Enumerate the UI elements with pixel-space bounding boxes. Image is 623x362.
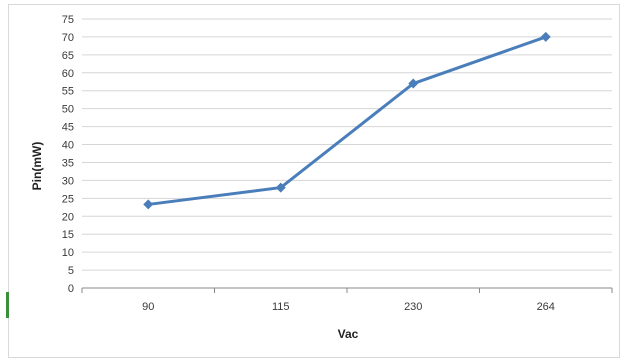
y-tick-label: 45 [62,122,74,134]
y-axis-ticks: 0 5 10 15 20 25 30 35 40 45 50 55 60 65 70 75 [62,14,74,295]
y-tick-label: 30 [62,175,74,187]
chart-border [8,4,620,358]
x-tick-label: 115 [272,301,290,313]
grid-lines [82,18,612,271]
y-tick-label: 40 [62,140,74,152]
y-tick-label: 70 [62,32,74,44]
data-point [275,182,286,193]
y-tick-label: 0 [68,283,74,295]
x-axis-title: Vac [338,327,359,341]
window-edge-accent [6,292,9,318]
y-tick-label: 35 [62,157,74,169]
y-tick-label: 5 [68,265,74,277]
y-tick-label: 50 [62,104,74,116]
y-tick-label: 75 [62,14,74,26]
data-point [143,199,154,210]
x-tick-label: 264 [537,301,555,313]
x-tick-label: 90 [142,301,154,313]
y-axis-title: Pin(mW) [30,142,44,191]
data-point [540,31,551,42]
y-tick-label: 25 [62,193,74,205]
x-tick-label: 230 [404,301,422,313]
y-tick-label: 20 [62,211,74,223]
x-axis-ticks: 90 115 230 264 [81,288,613,313]
data-point [408,78,419,89]
y-tick-label: 60 [62,68,74,80]
y-tick-label: 65 [62,50,74,62]
series-group [143,31,551,210]
series-line [146,35,548,206]
y-tick-label: 55 [62,86,74,98]
y-tick-label: 15 [62,229,74,241]
y-tick-label: 10 [62,247,74,259]
